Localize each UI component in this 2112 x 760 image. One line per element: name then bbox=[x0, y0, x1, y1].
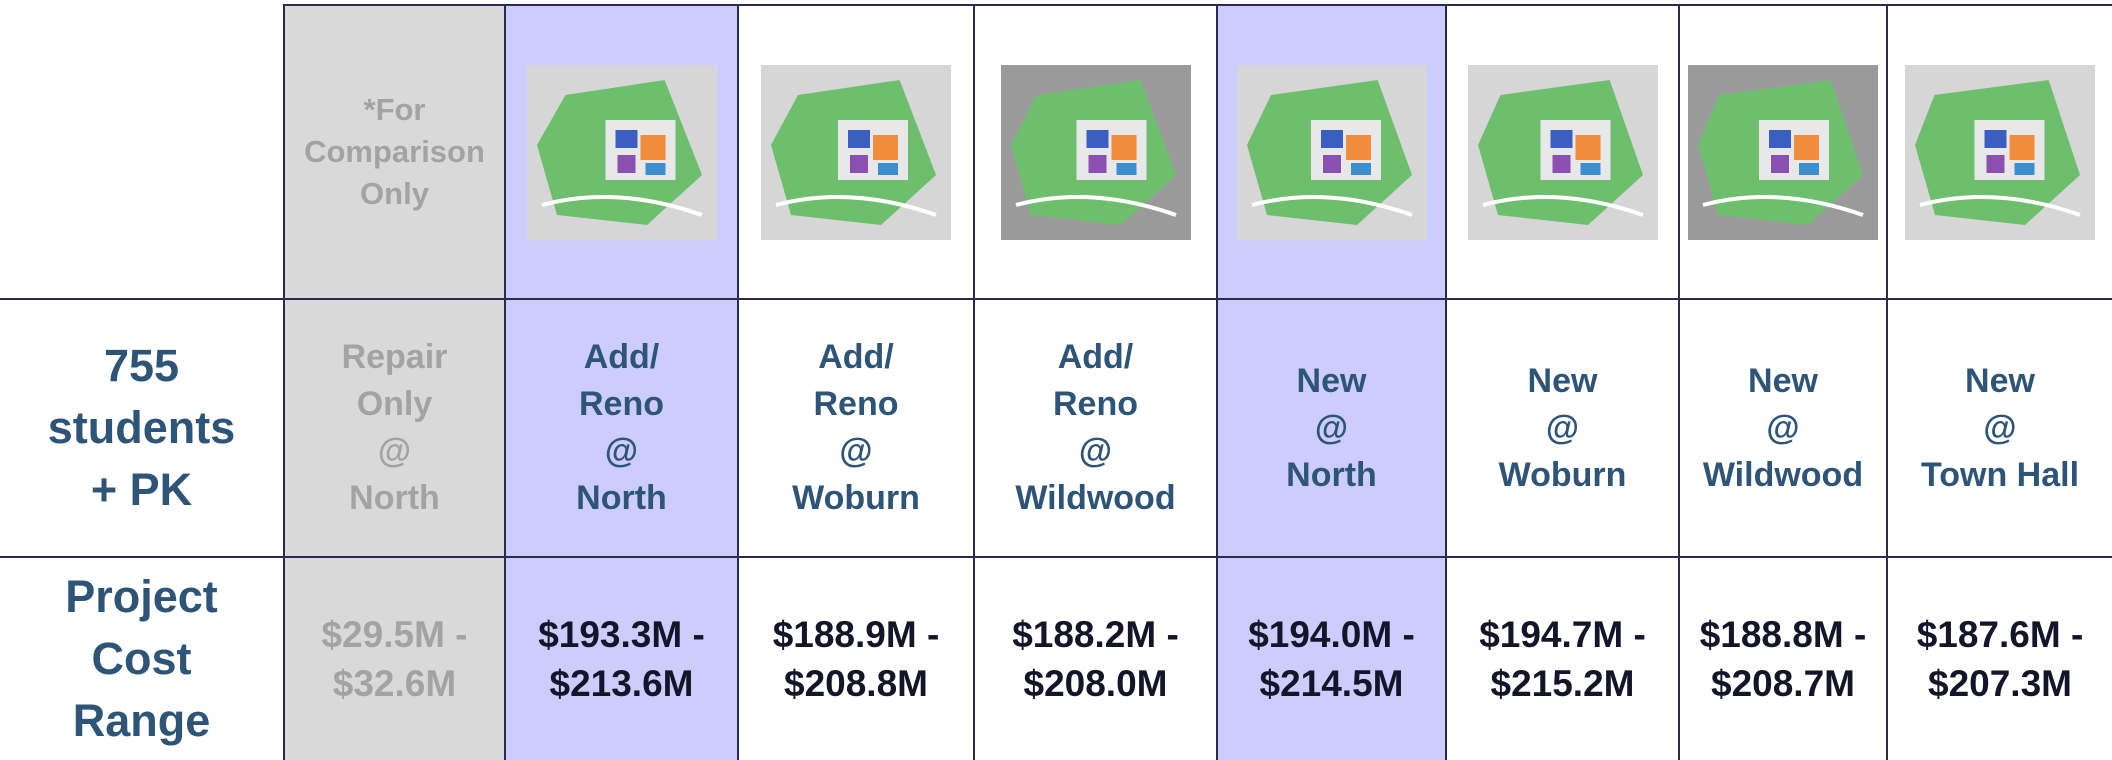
text-line: Only bbox=[360, 173, 429, 215]
text-line: Town Hall bbox=[1921, 452, 2079, 499]
text-line: Woburn bbox=[1499, 452, 1627, 499]
site-plan-image bbox=[1237, 65, 1427, 240]
text-line: Comparison bbox=[304, 131, 485, 173]
site-plan-image bbox=[527, 65, 717, 240]
text-line: $194.7M - bbox=[1479, 610, 1646, 659]
option-cell: Add/Reno@Woburn bbox=[737, 298, 975, 558]
text-line: $213.6M bbox=[550, 659, 694, 708]
text-line: @ bbox=[1546, 405, 1579, 452]
cost-cell: $194.0M -$214.5M bbox=[1216, 556, 1447, 760]
option-cell: New@Town Hall bbox=[1886, 298, 2112, 558]
row-divider bbox=[0, 556, 2112, 558]
text-line: Add/ bbox=[818, 334, 894, 381]
site-plan-image bbox=[1001, 65, 1191, 240]
text-line: $208.8M bbox=[784, 659, 928, 708]
text-line: Add/ bbox=[1058, 334, 1134, 381]
text-line: @ bbox=[1766, 405, 1799, 452]
text-line: *For bbox=[364, 89, 426, 131]
text-line: $194.0M - bbox=[1248, 610, 1415, 659]
text-line: @ bbox=[1983, 405, 2016, 452]
site-plan-image bbox=[1688, 65, 1878, 240]
text-line: Only bbox=[357, 381, 433, 428]
cost-cell: $29.5M -$32.6M bbox=[283, 556, 506, 760]
text-line: Add/ bbox=[584, 334, 660, 381]
text-line: @ bbox=[605, 428, 638, 475]
text-line: New bbox=[1297, 358, 1367, 405]
header-cell bbox=[973, 4, 1218, 300]
option-cell: Add/Reno@Wildwood bbox=[973, 298, 1218, 558]
text-line: New bbox=[1965, 358, 2035, 405]
option-cell: New@Woburn bbox=[1445, 298, 1680, 558]
text-line: North bbox=[1286, 452, 1377, 499]
text-line: + PK bbox=[91, 459, 192, 521]
text-line: @ bbox=[378, 428, 411, 475]
text-line: 755 bbox=[104, 335, 179, 397]
text-line: Repair bbox=[342, 334, 448, 381]
text-line: $187.6M - bbox=[1917, 610, 2084, 659]
text-line: $215.2M bbox=[1491, 659, 1635, 708]
header-cell bbox=[1216, 4, 1447, 300]
option-cell: Add/Reno@North bbox=[504, 298, 739, 558]
cost-cell: $193.3M -$213.6M bbox=[504, 556, 739, 760]
text-line: North bbox=[576, 475, 667, 522]
text-line: $207.3M bbox=[1928, 659, 2072, 708]
text-line: Project bbox=[65, 566, 218, 628]
row-divider bbox=[0, 298, 2112, 300]
text-line: $29.5M - bbox=[321, 610, 467, 659]
text-line: Wildwood bbox=[1703, 452, 1863, 499]
cost-cell: $188.2M -$208.0M bbox=[973, 556, 1218, 760]
text-line: $208.0M bbox=[1024, 659, 1168, 708]
text-line: @ bbox=[1315, 405, 1348, 452]
header-cell bbox=[1886, 4, 2112, 300]
text-line: Reno bbox=[1053, 381, 1138, 428]
text-line: Cost bbox=[92, 628, 192, 690]
option-cell: New@Wildwood bbox=[1678, 298, 1888, 558]
site-plan-image bbox=[761, 65, 951, 240]
cost-cell: $188.8M -$208.7M bbox=[1678, 556, 1888, 760]
text-line: $188.2M - bbox=[1012, 610, 1179, 659]
text-line: $193.3M - bbox=[538, 610, 705, 659]
text-line: $188.9M - bbox=[773, 610, 940, 659]
option-cell: New@North bbox=[1216, 298, 1447, 558]
text-line: $214.5M bbox=[1260, 659, 1404, 708]
header-cell bbox=[1445, 4, 1680, 300]
site-plan-image bbox=[1905, 65, 2095, 240]
text-line: New bbox=[1528, 358, 1598, 405]
page: *ForComparisonOnly 755students+ PKRepair… bbox=[0, 0, 2112, 760]
text-line: students bbox=[48, 397, 236, 459]
text-line: $208.7M bbox=[1711, 659, 1855, 708]
header-cell bbox=[504, 4, 739, 300]
text-line: Reno bbox=[579, 381, 664, 428]
text-line: North bbox=[349, 475, 440, 522]
cost-cell: $194.7M -$215.2M bbox=[1445, 556, 1680, 760]
text-line: $32.6M bbox=[333, 659, 456, 708]
site-plan-image bbox=[1468, 65, 1658, 240]
cost-cell: $188.9M -$208.8M bbox=[737, 556, 975, 760]
text-line: Wildwood bbox=[1015, 475, 1175, 522]
text-line: Range bbox=[73, 690, 211, 752]
text-line: New bbox=[1748, 358, 1818, 405]
cost-cell: $187.6M -$207.3M bbox=[1886, 556, 2112, 760]
text-line: $188.8M - bbox=[1700, 610, 1867, 659]
text-line: @ bbox=[839, 428, 872, 475]
text-line: @ bbox=[1079, 428, 1112, 475]
text-line: Reno bbox=[814, 381, 899, 428]
text-line: Woburn bbox=[792, 475, 920, 522]
header-cell bbox=[1678, 4, 1888, 300]
header-cell bbox=[737, 4, 975, 300]
